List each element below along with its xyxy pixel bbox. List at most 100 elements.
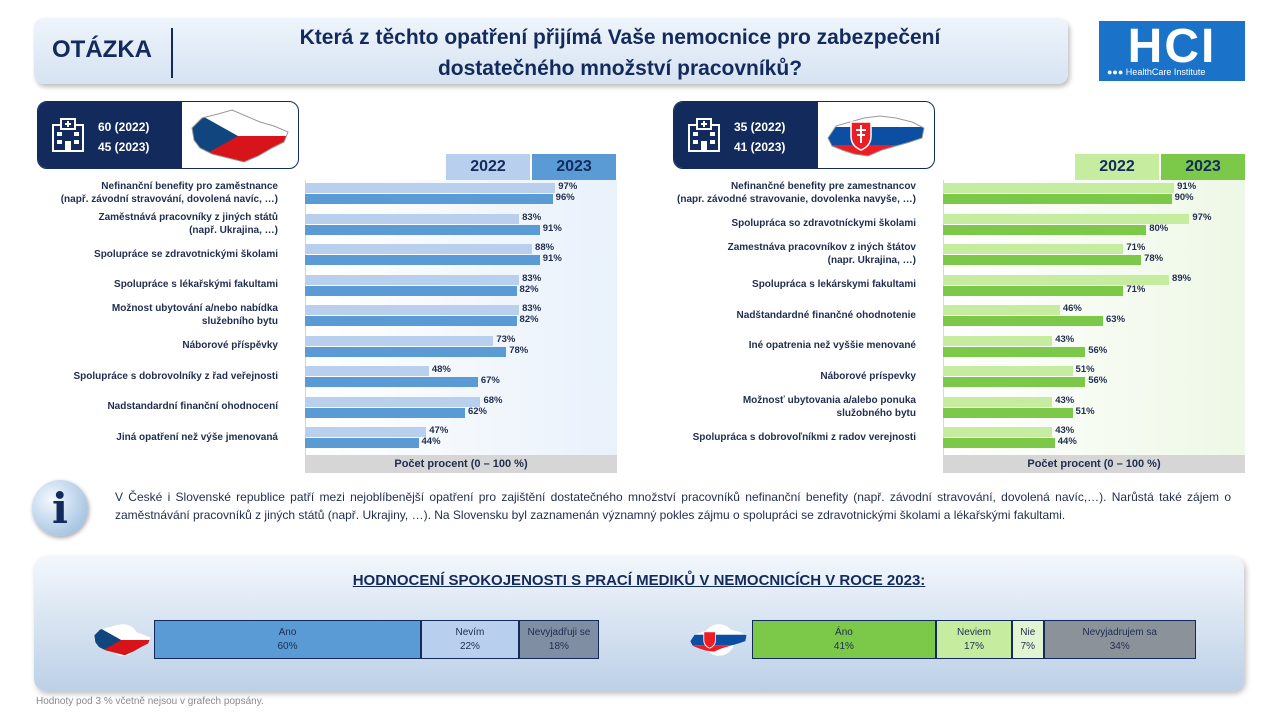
cz-value-label-2023: 96% — [555, 192, 575, 203]
sk-satisfaction-segment-value: 41% — [833, 641, 854, 652]
cz-sample-box: 60 (2022) 45 (2023) — [37, 101, 299, 169]
cz-value-label-2023: 62% — [467, 405, 487, 417]
cz-bar-2023 — [305, 285, 517, 296]
cz-value-label-2022: 73% — [496, 333, 516, 345]
cz-bar-2022 — [305, 305, 520, 315]
sk-value-label-2022: 71% — [1126, 242, 1146, 253]
sk-satisfaction-segment: Nevyjadrujem sa 34% — [1043, 620, 1196, 659]
sk-bar-2023 — [943, 194, 1172, 204]
sk-value-label-2022: 43% — [1055, 394, 1075, 406]
page-title: Která z těchto opatření přijímá Vaše nem… — [180, 22, 1060, 84]
sk-value-label-2023: 71% — [1126, 283, 1146, 295]
cz-value-label-2022: 83% — [522, 272, 542, 284]
cz-category-label-line: Spolupráce s dobrovolníky z řad veřejnos… — [73, 370, 279, 382]
sk-category-label-line: Spolupráca so zdravotníckymi školami — [731, 218, 916, 230]
sk-category-label: Spolupráca s dobrovoľníkmi z radov verej… — [640, 431, 916, 444]
cz-year-2023-header: 2023 — [532, 154, 616, 180]
cz-category-label: Náborové příspěvky — [30, 339, 278, 352]
cz-category-label-line: Spolupráce se zdravotnickými školami — [94, 248, 278, 260]
sk-value-label-2023: 56% — [1088, 375, 1108, 386]
sk-category-label-line: (napr. závodné stravovanie, dovolenka na… — [677, 194, 916, 206]
sk-bar-2023 — [943, 285, 1124, 296]
cz-category-label: Jiná opatření než výše jmenovaná — [30, 431, 278, 444]
cz-value-label-2022: 88% — [535, 242, 555, 253]
cz-axis-note: Počet procent (0 – 100 %) — [305, 455, 617, 473]
footnote: Hodnoty pod 3 % včetně nejsou v grafech … — [36, 696, 264, 707]
cz-value-label-2022: 47% — [429, 425, 449, 436]
cz-value-label-2022: 83% — [522, 303, 542, 314]
sk-satisfaction-segment-label: Nevyjadrujem sa — [1082, 627, 1157, 638]
sk-map-flag-icon — [690, 624, 747, 656]
sk-satisfaction-segment: Neviem 17% — [935, 620, 1013, 659]
sk-category-label-line: Náborové príspevky — [820, 370, 916, 382]
sk-category-label-line: Spolupráca s lekárskymi fakultami — [752, 279, 916, 291]
sk-value-label-2022: 91% — [1177, 181, 1197, 192]
sk-map-flag-icon — [827, 115, 925, 157]
sk-value-label-2022: 43% — [1055, 425, 1075, 436]
cz-bar-2022 — [305, 274, 520, 285]
sk-satisfaction-segment-label: Áno — [835, 627, 853, 638]
cz-sample-2023: 45 (2023) — [98, 140, 150, 154]
cz-bar-2023 — [305, 438, 419, 448]
cz-bar-2023 — [305, 255, 540, 265]
sk-value-label-2022: 51% — [1075, 364, 1095, 375]
cz-satisfaction-segment-value: 60% — [277, 641, 298, 652]
sk-bar-2022 — [943, 305, 1060, 315]
sk-value-label-2023: 80% — [1149, 222, 1169, 234]
cz-bar-2023 — [305, 316, 517, 326]
cz-year-2022-header: 2022 — [446, 154, 530, 180]
sk-category-label-line: Spolupráca s dobrovoľníkmi z radov verej… — [692, 431, 916, 443]
sk-year-2023-header: 2023 — [1161, 154, 1245, 180]
logo-text: HCI — [1127, 20, 1217, 73]
sk-sample-2022: 35 (2022) — [734, 120, 786, 134]
page-title-line2: dostatečného množství pracovníků? — [437, 57, 803, 80]
sk-satisfaction-segment-label: Nie — [1020, 627, 1036, 638]
sk-category-label: Spolupráca s lekárskymi fakultami — [640, 278, 916, 291]
cz-value-label-2023: 91% — [542, 253, 562, 264]
cz-value-label-2023: 78% — [509, 344, 529, 356]
logo-subtitle: ●●● HealthCare Institute — [1107, 67, 1206, 77]
sk-bar-2023 — [943, 438, 1055, 448]
sk-category-label-line: Nefinančné benefity pre zamestnancov — [730, 181, 916, 193]
sk-category-label-line: služobného bytu — [836, 407, 916, 419]
cz-bar-2022 — [305, 335, 494, 346]
cz-category-label: Zaměstnává pracovníky z jiných států (nap… — [30, 211, 278, 237]
sk-bar-2023 — [943, 316, 1104, 326]
sk-satisfaction-segment: Áno 41% — [752, 620, 936, 659]
cz-category-label: Spolupráce s dobrovolníky z řad veřejnos… — [30, 370, 279, 383]
cz-category-label: Možnost ubytování a/nebo nabídka služební… — [30, 302, 278, 328]
header-divider — [171, 28, 173, 78]
cz-bar-2022 — [305, 244, 533, 254]
hci-logo: HCI ●●● HealthCare Institute — [1099, 20, 1245, 81]
cz-satisfaction-segment: Nevím 22% — [421, 620, 519, 659]
sk-category-label: Náborové príspevky — [640, 370, 916, 383]
sk-sample-2023: 41 (2023) — [734, 140, 786, 154]
cz-category-label-line: (např. závodní stravování, dovolená naví… — [60, 194, 278, 206]
cz-value-label-2023: 44% — [421, 436, 441, 447]
sk-category-label: Zamestnáva pracovníkov z iných štátov (na… — [640, 241, 916, 267]
cz-value-label-2022: 68% — [483, 394, 503, 406]
sk-satisfaction-segment-value: 34% — [1109, 641, 1130, 652]
cz-satisfaction-segment-label: Nevím — [455, 627, 485, 638]
sk-category-label: Možnosť ubytovania a/alebo ponuka služobn… — [640, 394, 916, 420]
cz-bar-2022 — [305, 427, 427, 437]
cz-category-label: Spolupráce s lékařskými fakultami — [30, 278, 278, 291]
cz-bar-2023 — [305, 377, 478, 387]
sk-bar-2023 — [943, 255, 1142, 265]
cz-sample-2022: 60 (2022) — [98, 120, 150, 134]
sk-bar-2022 — [943, 335, 1053, 346]
sk-value-label-2022: 43% — [1055, 333, 1075, 345]
sk-category-label-line: Zamestnáva pracovníkov z iných štátov — [727, 242, 916, 254]
cz-category-label: Nefinanční benefity pro zaměstnance (např… — [30, 180, 278, 206]
cz-bar-2023 — [305, 407, 465, 418]
cz-category-label-line: Nadstandardní finanční ohodnocení — [107, 401, 278, 413]
cz-category-label-line: Náborové příspěvky — [182, 340, 278, 352]
sk-year-2022-header: 2022 — [1075, 154, 1159, 180]
cz-bar-2023 — [305, 224, 540, 235]
sk-category-label: Nadštandardné finančné ohodnotenie — [640, 309, 916, 322]
hospital-icon — [52, 118, 84, 152]
cz-category-label: Spolupráce se zdravotnickými školami — [30, 248, 278, 261]
sk-value-label-2022: 89% — [1172, 272, 1192, 284]
cz-bar-2022 — [305, 366, 429, 376]
sk-value-label-2023: 56% — [1088, 344, 1108, 356]
